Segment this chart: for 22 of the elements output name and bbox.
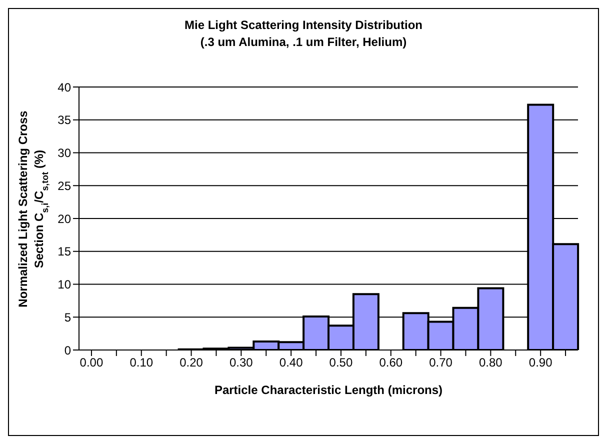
y-tick-label: 15: [58, 244, 72, 259]
y-tick-label: 10: [58, 278, 72, 292]
chart-title: Mie Light Scattering Intensity Distribution: [183, 17, 424, 34]
chart-subtitle: (.3 um Alumina, .1 um Filter, Helium): [199, 34, 408, 51]
x-tick-label: 0.90: [528, 356, 553, 370]
y-tick-label: 30: [58, 146, 72, 160]
x-tick-label: 0.70: [429, 356, 453, 370]
x-tick-label: 0.40: [279, 356, 304, 370]
y-tick-label: 5: [64, 310, 72, 324]
x-tick-label: 0.60: [379, 356, 403, 370]
x-tick-label: 0.00: [80, 356, 104, 370]
x-axis-title: Particle Characteristic Length (microns): [214, 383, 443, 397]
x-tick-label: 0.10: [130, 356, 154, 370]
y-tick-label: 0: [64, 343, 72, 358]
y-tick-label: 35: [58, 113, 72, 128]
x-tick-label: 0.80: [478, 356, 503, 370]
x-tick-label: 0.30: [229, 356, 254, 370]
y-tick-label: 40: [58, 80, 72, 94]
x-tick-label: 0.20: [180, 356, 204, 370]
y-tick-label: 20: [58, 212, 72, 226]
y-tick-label: 25: [58, 178, 72, 193]
x-tick-label: 0.50: [329, 356, 353, 370]
